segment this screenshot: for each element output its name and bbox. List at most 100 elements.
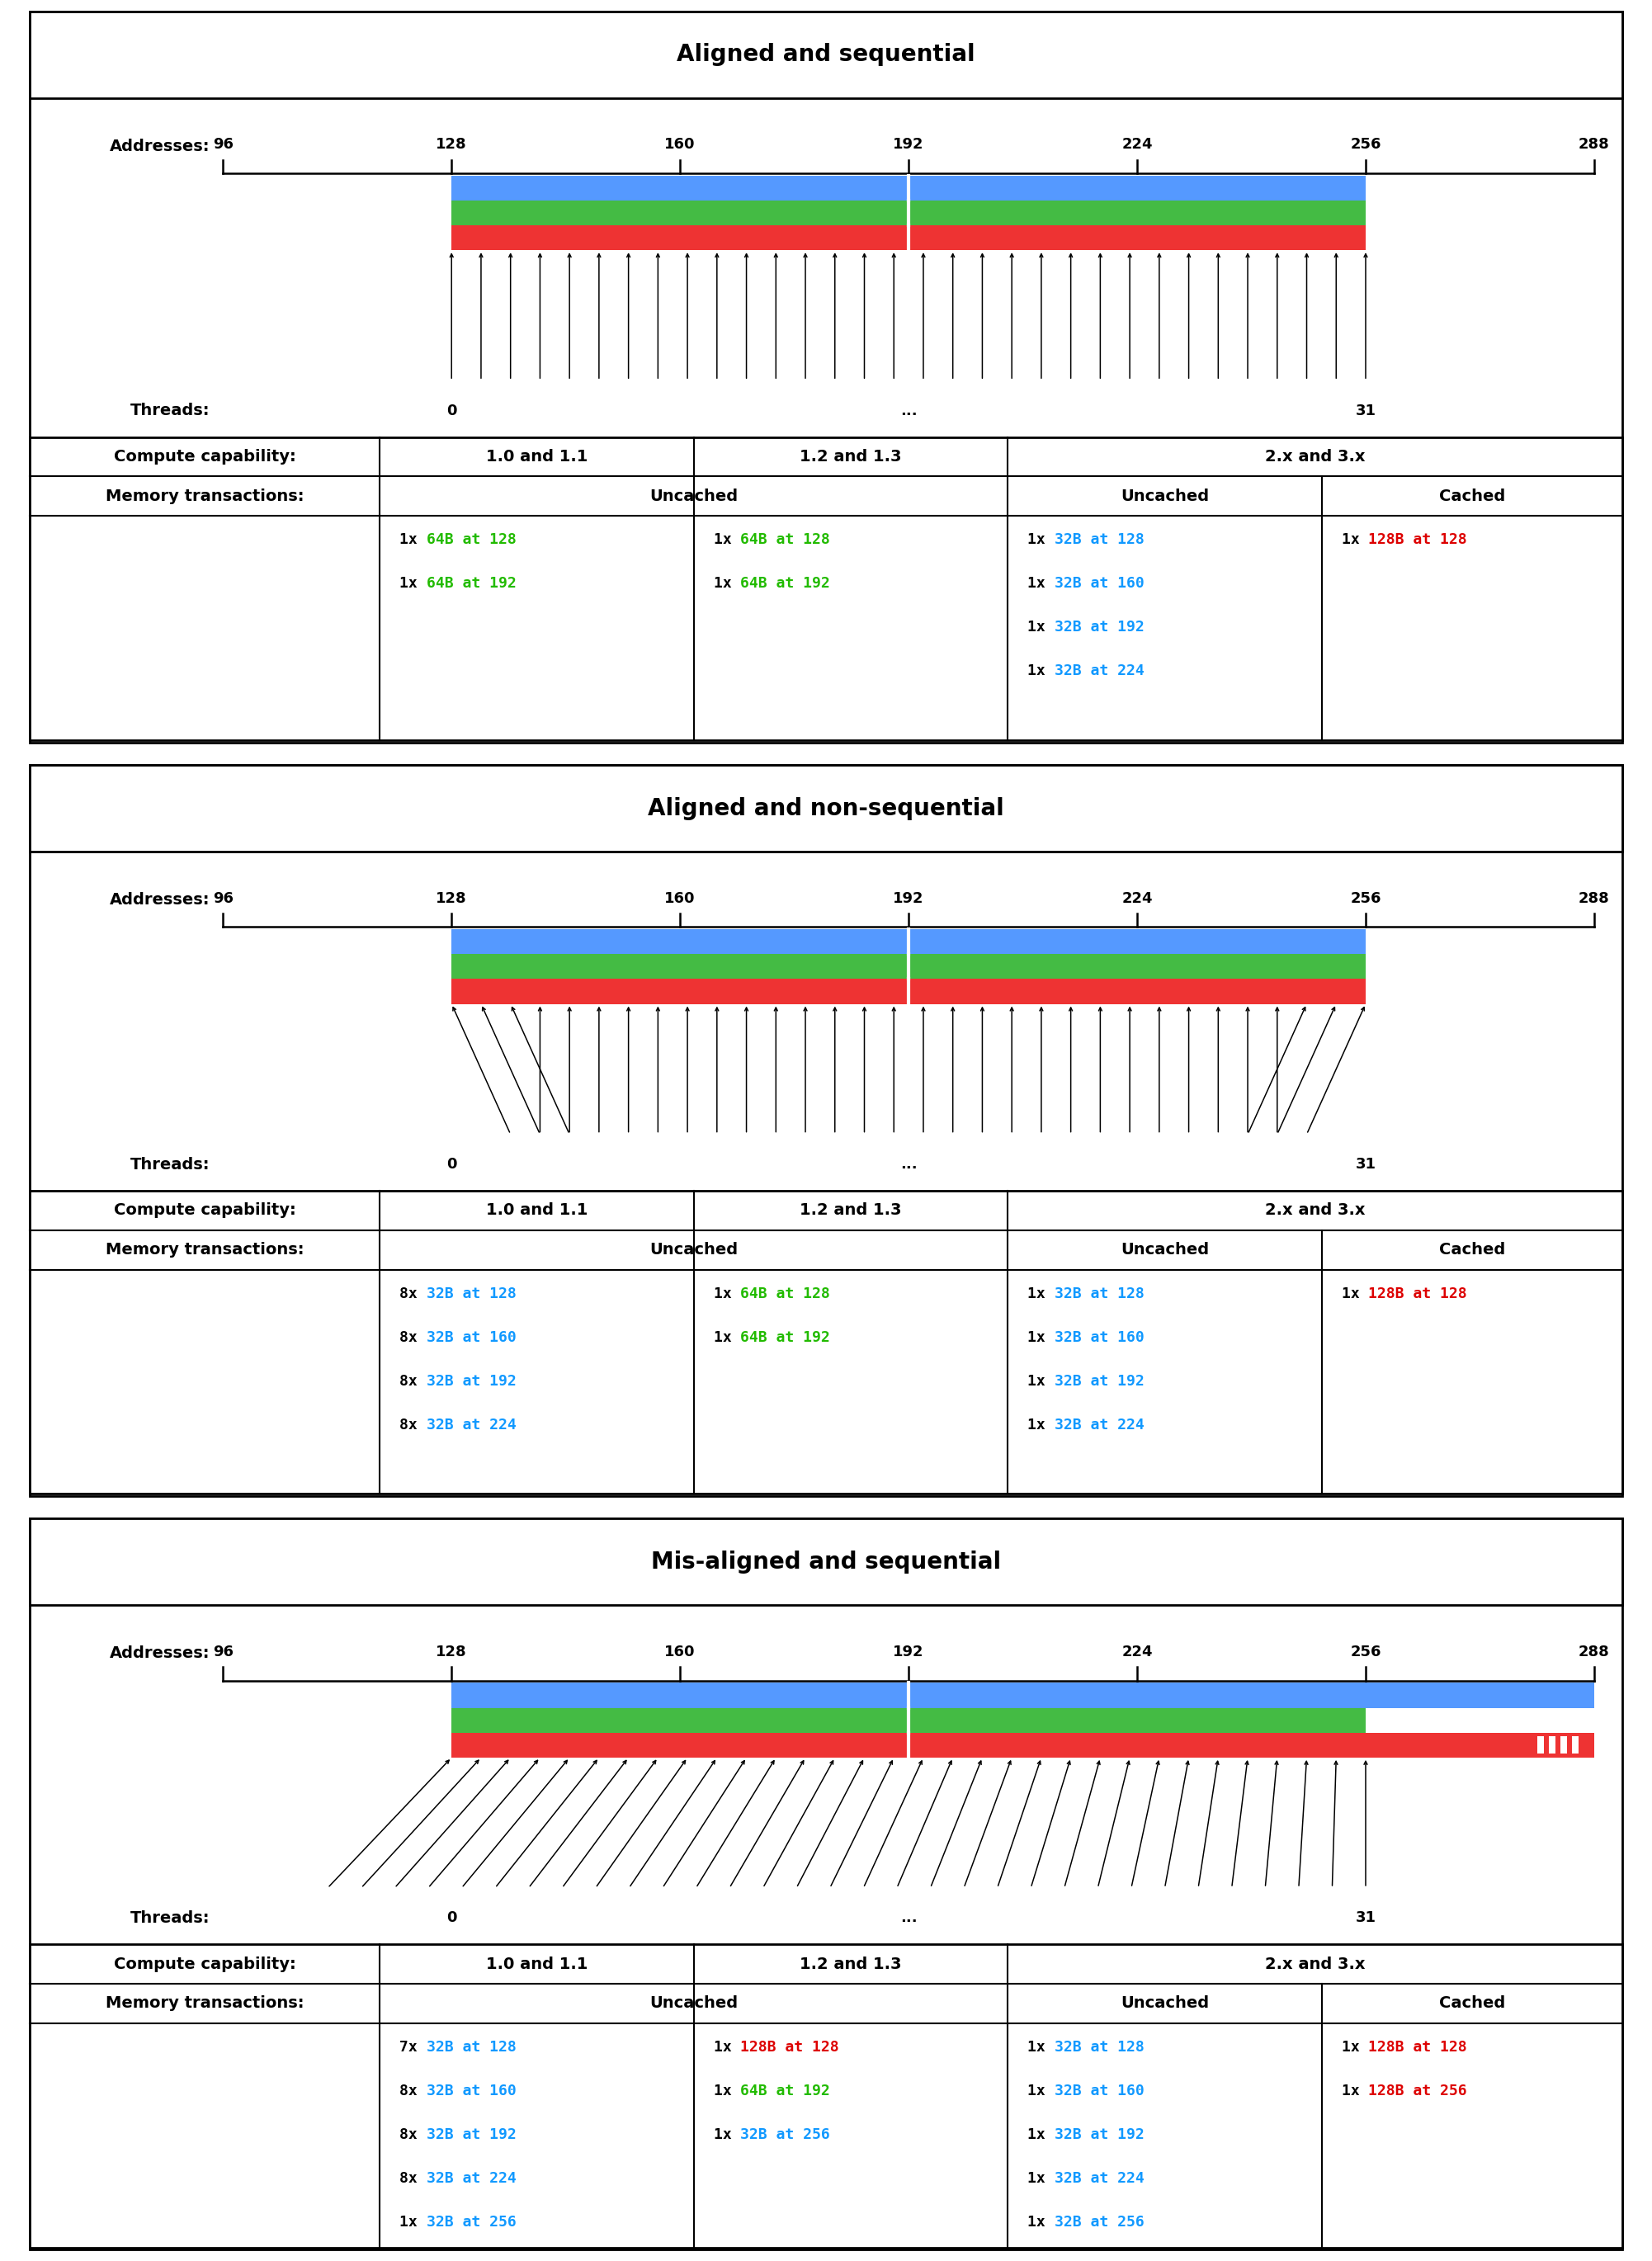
Text: 1.0 and 1.1: 1.0 and 1.1 <box>486 1203 588 1219</box>
Text: 32B at 160: 32B at 160 <box>1054 2085 1145 2098</box>
Text: 32B at 128: 32B at 128 <box>1054 2039 1145 2055</box>
Bar <box>30 1944 1622 2247</box>
Text: 288: 288 <box>1579 138 1609 151</box>
Text: Uncached: Uncached <box>649 1241 738 1257</box>
Text: 31: 31 <box>1355 402 1376 418</box>
Text: 1x: 1x <box>1028 620 1054 635</box>
Text: 32B at 224: 32B at 224 <box>426 1418 517 1431</box>
Text: 32B at 192: 32B at 192 <box>1054 1375 1145 1388</box>
Text: 1x: 1x <box>1341 2085 1368 2098</box>
Text: 128B at 128: 128B at 128 <box>1368 1287 1467 1300</box>
Bar <box>1571 1736 1578 1755</box>
Text: 256: 256 <box>1350 891 1381 907</box>
Bar <box>451 954 1366 979</box>
Text: 31: 31 <box>1355 1158 1376 1171</box>
Text: 128B at 128: 128B at 128 <box>1368 2039 1467 2055</box>
Text: Threads:: Threads: <box>131 1911 210 1926</box>
Text: Uncached: Uncached <box>1120 488 1209 504</box>
Text: 0: 0 <box>446 1911 456 1926</box>
Text: 1x: 1x <box>714 534 740 547</box>
Text: 32B at 192: 32B at 192 <box>426 1375 517 1388</box>
Text: 1x: 1x <box>1028 2085 1054 2098</box>
Text: Cached: Cached <box>1439 1241 1505 1257</box>
Text: 32B at 128: 32B at 128 <box>426 2039 517 2055</box>
Text: 64B at 128: 64B at 128 <box>426 534 517 547</box>
Text: 1x: 1x <box>1028 2216 1054 2229</box>
Text: 32B at 192: 32B at 192 <box>426 2128 517 2141</box>
Text: 1x: 1x <box>1028 534 1054 547</box>
Text: 192: 192 <box>894 138 923 151</box>
Text: 192: 192 <box>894 891 923 907</box>
Text: 160: 160 <box>664 891 695 907</box>
Text: 128B at 256: 128B at 256 <box>1368 2085 1467 2098</box>
Text: 64B at 192: 64B at 192 <box>426 577 517 590</box>
Text: Addresses:: Addresses: <box>109 138 210 154</box>
Text: Uncached: Uncached <box>649 1996 738 2012</box>
Text: 1x: 1x <box>1341 1287 1368 1300</box>
Bar <box>451 1682 1594 1707</box>
Text: 1.0 and 1.1: 1.0 and 1.1 <box>486 1956 588 1972</box>
Text: 1x: 1x <box>1028 1329 1054 1345</box>
Text: 224: 224 <box>1122 138 1153 151</box>
Text: 1.2 and 1.3: 1.2 and 1.3 <box>800 1956 902 1972</box>
Text: 7x: 7x <box>400 2039 426 2055</box>
Bar <box>451 929 1366 954</box>
Bar <box>451 226 1366 251</box>
Text: 128B at 128: 128B at 128 <box>1368 534 1467 547</box>
Text: 1x: 1x <box>714 1329 740 1345</box>
Text: 32B at 160: 32B at 160 <box>426 1329 517 1345</box>
Text: 0: 0 <box>446 402 456 418</box>
Text: Threads:: Threads: <box>131 1158 210 1171</box>
Text: 8x: 8x <box>400 2128 426 2141</box>
Text: 32B at 160: 32B at 160 <box>1054 1329 1145 1345</box>
Text: Uncached: Uncached <box>1120 1996 1209 2012</box>
Text: 160: 160 <box>664 138 695 151</box>
Text: 1x: 1x <box>714 2085 740 2098</box>
Text: 256: 256 <box>1350 1644 1381 1660</box>
Bar <box>451 1707 1366 1732</box>
Text: 8x: 8x <box>400 1418 426 1431</box>
Text: 1x: 1x <box>1028 2171 1054 2186</box>
Text: 32B at 192: 32B at 192 <box>1054 2128 1145 2141</box>
Text: 1x: 1x <box>714 2039 740 2055</box>
Text: 8x: 8x <box>400 1329 426 1345</box>
Text: 1x: 1x <box>1028 2039 1054 2055</box>
Text: 1x: 1x <box>1341 2039 1368 2055</box>
Bar <box>451 1732 1594 1757</box>
Text: Mis-aligned and sequential: Mis-aligned and sequential <box>651 1551 1001 1574</box>
Text: 1x: 1x <box>1028 2128 1054 2141</box>
Text: 32B at 128: 32B at 128 <box>1054 534 1145 547</box>
Text: 64B at 128: 64B at 128 <box>740 1287 831 1300</box>
Text: 1x: 1x <box>1028 577 1054 590</box>
Text: 128B at 128: 128B at 128 <box>740 2039 839 2055</box>
Text: 2.x and 3.x: 2.x and 3.x <box>1265 1956 1365 1972</box>
Text: 32B at 256: 32B at 256 <box>740 2128 831 2141</box>
Text: Addresses:: Addresses: <box>109 1646 210 1662</box>
Bar <box>30 1519 1622 1605</box>
Text: Compute capability:: Compute capability: <box>114 450 296 466</box>
Text: 256: 256 <box>1350 138 1381 151</box>
Text: 32B at 224: 32B at 224 <box>1054 665 1145 678</box>
Text: Compute capability:: Compute capability: <box>114 1203 296 1219</box>
Text: 32B at 192: 32B at 192 <box>1054 620 1145 635</box>
Text: 224: 224 <box>1122 1644 1153 1660</box>
Text: Cached: Cached <box>1439 1996 1505 2012</box>
Text: 1x: 1x <box>1028 1287 1054 1300</box>
Bar <box>30 11 1622 97</box>
Bar <box>1548 1736 1555 1755</box>
Text: 32B at 128: 32B at 128 <box>1054 1287 1145 1300</box>
Text: 32B at 224: 32B at 224 <box>1054 2171 1145 2186</box>
Text: 2.x and 3.x: 2.x and 3.x <box>1265 450 1365 466</box>
Text: 1x: 1x <box>714 2128 740 2141</box>
Text: 1x: 1x <box>400 2216 426 2229</box>
Bar <box>30 764 1622 852</box>
Text: 8x: 8x <box>400 2085 426 2098</box>
Text: 32B at 256: 32B at 256 <box>426 2216 517 2229</box>
Text: Memory transactions:: Memory transactions: <box>106 1241 304 1257</box>
Text: Threads:: Threads: <box>131 402 210 418</box>
Text: 31: 31 <box>1355 1911 1376 1926</box>
Text: 32B at 224: 32B at 224 <box>1054 1418 1145 1431</box>
Text: 1x: 1x <box>1028 1418 1054 1431</box>
Text: 160: 160 <box>664 1644 695 1660</box>
Text: 128: 128 <box>436 1644 468 1660</box>
